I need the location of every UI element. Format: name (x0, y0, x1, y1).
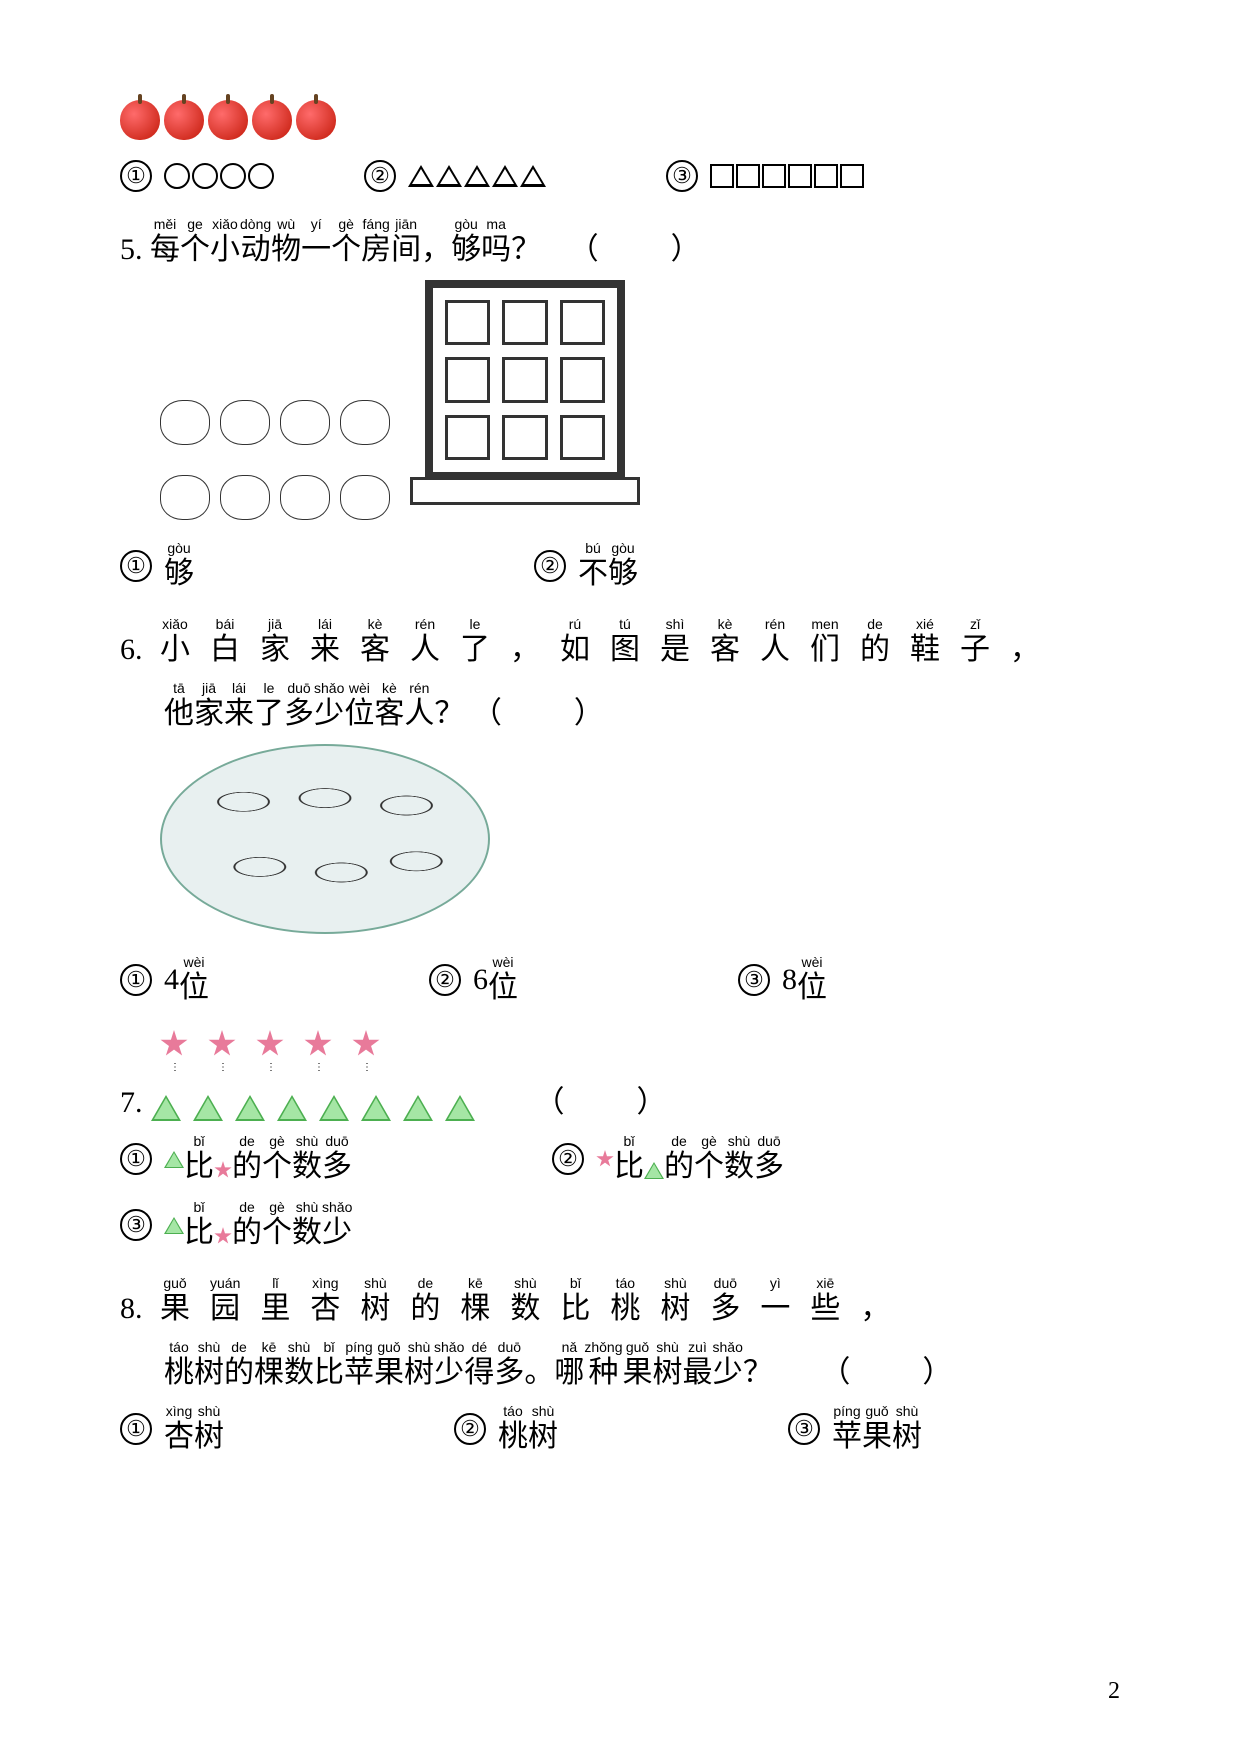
animal-icon (160, 400, 210, 445)
q4-opt3-shapes (710, 164, 864, 188)
building-icon (410, 280, 640, 520)
opt-marker-1: ① (120, 160, 152, 192)
q6-line1: 6. xiǎo小bái白jiā家lái来kè客rén人le了，rú如tú图shì… (120, 616, 1120, 668)
animal-icon (340, 400, 390, 445)
q7-options-2: ③ bǐ比de的gè个shù数shǎo少 (120, 1199, 1120, 1251)
q5-opt1-marker: ① (120, 550, 152, 582)
q7-opt1-marker: ① (120, 1143, 152, 1175)
q6-opt3-marker: ③ (738, 964, 770, 996)
animal-icon (220, 475, 270, 520)
q8-line2: táo桃shù树de的kē棵shù数bǐ比píng苹guǒ果shù树shǎo少d… (164, 1339, 1120, 1391)
q6-options: ① 4wèi位 ② 6wèi位 ③ 8wèi位 (120, 954, 1120, 1006)
q6-opt2-marker: ② (429, 964, 461, 996)
q7-opt2-marker: ② (552, 1143, 584, 1175)
q8-opt3-marker: ③ (788, 1413, 820, 1445)
q7-options-1: ① bǐ比de的gè个shù数duō多 ② bǐ比de的gè个shù数duō多 (120, 1133, 1120, 1185)
animal-icon (220, 400, 270, 445)
animal-icon (280, 400, 330, 445)
animal-icon (280, 475, 330, 520)
q8-opt2-marker: ② (454, 1413, 486, 1445)
animal-icon (340, 475, 390, 520)
apple-row (120, 100, 1120, 140)
q5-opt2-marker: ② (534, 550, 566, 582)
animal-icon (160, 475, 210, 520)
q8-opt1-marker: ① (120, 1413, 152, 1445)
page-number: 2 (1108, 1678, 1120, 1705)
triangle-icon (164, 1151, 184, 1168)
q4-opt2-shapes (408, 165, 546, 187)
q5-options: ① gòu够 ② bú不gòu够 (120, 540, 1120, 592)
q4-opt1-shapes (164, 163, 274, 189)
q6-line2: tā他jiā家lái来le了duō多shǎo少wèi位kè客rén人？ （ ） (164, 680, 1120, 732)
q7-illustration: ⋮⋮⋮⋮⋮ 7. （ ） (160, 1030, 1120, 1121)
shoes-illustration (160, 744, 490, 934)
q8-line1: 8. guǒ果yuán园lǐ里xìng杏shù树de的kē棵shù数bǐ比táo… (120, 1275, 1120, 1327)
q5-text: 5. měi每ge个xiǎo小dòng动wù物yí一gè个fáng房jiān间，… (120, 216, 1120, 268)
q5-illustration (160, 280, 1120, 520)
opt-marker-3: ③ (666, 160, 698, 192)
q6-opt1-marker: ① (120, 964, 152, 996)
q7-opt3-marker: ③ (120, 1209, 152, 1241)
opt-marker-2: ② (364, 160, 396, 192)
star-icon (596, 1150, 614, 1168)
q8-options: ① xìng杏shù树 ② táo桃shù树 ③ píng苹guǒ果shù树 (120, 1403, 1120, 1455)
triangle-icon (164, 1217, 184, 1234)
q4-options: ① ② ③ (120, 160, 1120, 192)
